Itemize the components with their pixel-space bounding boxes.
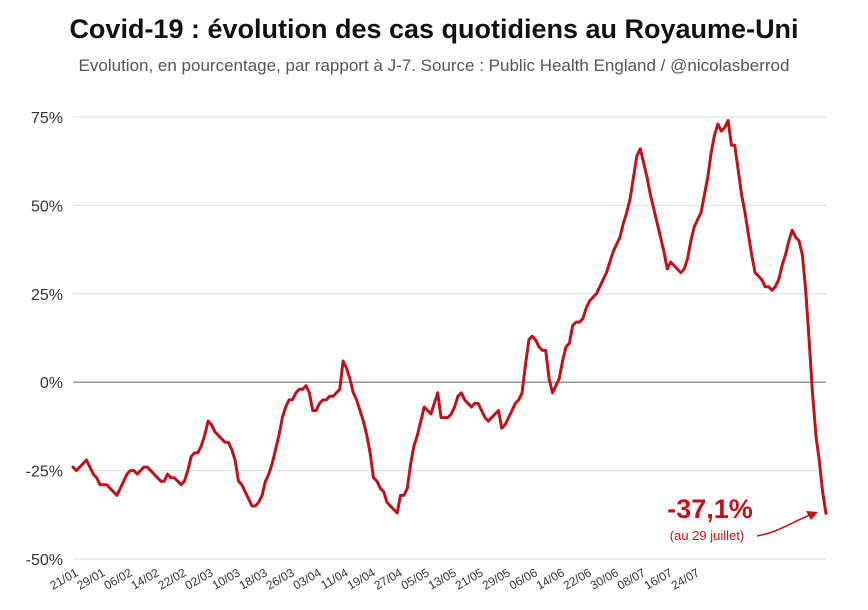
series-line-daily-cases-change (71, 119, 828, 515)
y-tick-label: 75% (31, 110, 63, 127)
x-axis-tick-labels: 21/0129/0106/0214/0222/0202/0310/0318/03… (47, 565, 702, 592)
y-tick-label: -25% (26, 464, 63, 481)
annotation-arrow (756, 513, 814, 537)
y-tick-label: 25% (31, 287, 63, 304)
chart-title: Covid-19 : évolution des cas quotidiens … (69, 14, 799, 44)
annotation-value-label: -37,1% (667, 494, 753, 524)
x-tick-label: 24/07 (669, 565, 702, 592)
chart-subtitle: Evolution, en pourcentage, par rapport à… (78, 56, 790, 75)
y-tick-label: 50% (31, 198, 63, 215)
annotation-date-note: (au 29 juillet) (670, 528, 744, 543)
y-tick-label: -50% (26, 552, 63, 569)
y-axis-tick-labels: -50% -25% 0% 25% 50% 75% (26, 110, 63, 569)
annotation-arrowhead (806, 511, 818, 520)
y-tick-label: 0% (40, 375, 63, 392)
grid-lines (73, 116, 826, 560)
